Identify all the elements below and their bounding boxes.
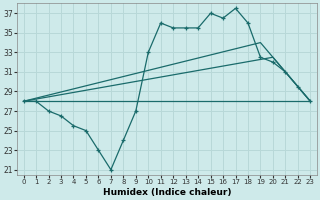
X-axis label: Humidex (Indice chaleur): Humidex (Indice chaleur) — [103, 188, 231, 197]
